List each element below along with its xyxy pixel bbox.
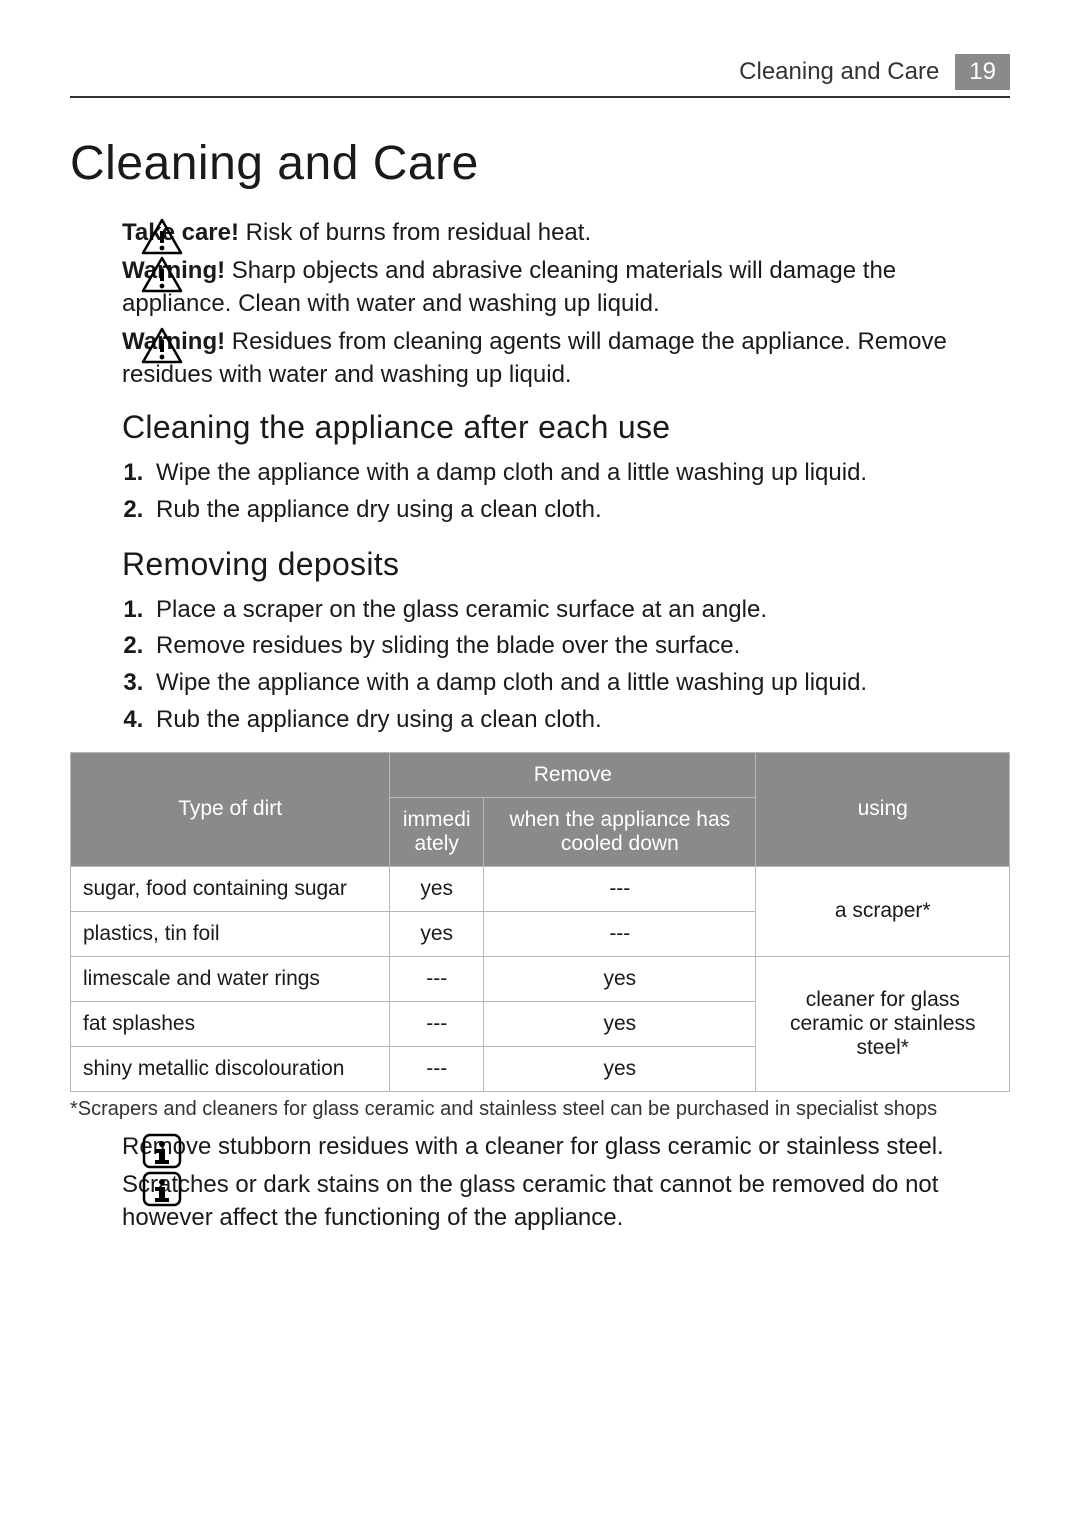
deposits-table: Type of dirt Remove using immediately wh… bbox=[70, 752, 1010, 1092]
td-r1c0: plastics, tin foil bbox=[71, 911, 390, 956]
info-icon bbox=[140, 1169, 184, 1209]
warning-icon bbox=[140, 217, 184, 257]
info-icon bbox=[140, 1131, 184, 1171]
section2-step-3: Rub the appliance dry using a clean clot… bbox=[150, 703, 1010, 738]
warning-icon bbox=[140, 326, 184, 366]
td-r1c2: --- bbox=[484, 911, 756, 956]
section1-heading: Cleaning the appliance after each use bbox=[122, 409, 1010, 446]
td-r3c2: yes bbox=[484, 1001, 756, 1046]
td-r4c1: --- bbox=[390, 1046, 484, 1091]
section2-step-0: Place a scraper on the glass ceramic sur… bbox=[150, 593, 1010, 628]
warning-rest-2: Residues from cleaning agents will damag… bbox=[122, 328, 947, 387]
section2-step-1: Remove residues by sliding the blade ove… bbox=[150, 629, 1010, 664]
warning-text-0: Take care! Risk of burns from residual h… bbox=[122, 217, 1010, 249]
td-r0c1: yes bbox=[390, 866, 484, 911]
info-text-0: Remove stubborn residues with a cleaner … bbox=[122, 1131, 1010, 1163]
warning-row-2: Warning! Residues from cleaning agents w… bbox=[70, 326, 1010, 391]
header-rule bbox=[70, 96, 1010, 98]
warning-rest-1: Sharp objects and abrasive cleaning mate… bbox=[122, 257, 896, 316]
section2-step-2: Wipe the appliance with a damp cloth and… bbox=[150, 666, 1010, 701]
info-row-0: Remove stubborn residues with a cleaner … bbox=[70, 1131, 1010, 1163]
warning-rest-0: Risk of burns from residual heat. bbox=[239, 219, 591, 246]
warning-icon bbox=[140, 255, 184, 295]
td-r2c1: --- bbox=[390, 956, 484, 1001]
th-using: using bbox=[756, 752, 1010, 866]
section1-steps: Wipe the appliance with a damp cloth and… bbox=[122, 456, 1010, 528]
td-r2c2: yes bbox=[484, 956, 756, 1001]
th-cooled: when the appliance has cooled down bbox=[484, 797, 756, 866]
page-header: Cleaning and Care 19 bbox=[70, 54, 1010, 94]
warning-text-1: Warning! Sharp objects and abrasive clea… bbox=[122, 255, 1010, 320]
warning-row-0: Take care! Risk of burns from residual h… bbox=[70, 217, 1010, 249]
page-title: Cleaning and Care bbox=[70, 136, 1010, 191]
th-type: Type of dirt bbox=[71, 752, 390, 866]
page-number: 19 bbox=[955, 54, 1010, 90]
td-r1c1: yes bbox=[390, 911, 484, 956]
warning-text-2: Warning! Residues from cleaning agents w… bbox=[122, 326, 1010, 391]
header-section-title: Cleaning and Care bbox=[739, 58, 939, 86]
td-r0c0: sugar, food containing sugar bbox=[71, 866, 390, 911]
info-text-1: Scratches or dark stains on the glass ce… bbox=[122, 1169, 1010, 1234]
td-r3c0: fat splashes bbox=[71, 1001, 390, 1046]
td-using-0: a scraper* bbox=[756, 866, 1010, 956]
th-immediately: immediately bbox=[390, 797, 484, 866]
section2-steps: Place a scraper on the glass ceramic sur… bbox=[122, 593, 1010, 738]
td-using-1: cleaner for glass ceramic or stainless s… bbox=[756, 956, 1010, 1091]
section2-heading: Removing deposits bbox=[122, 546, 1010, 583]
table-footnote: *Scrapers and cleaners for glass ceramic… bbox=[70, 1098, 1010, 1121]
td-r4c2: yes bbox=[484, 1046, 756, 1091]
info-row-1: Scratches or dark stains on the glass ce… bbox=[70, 1169, 1010, 1234]
section1-step-0: Wipe the appliance with a damp cloth and… bbox=[150, 456, 1010, 491]
td-r3c1: --- bbox=[390, 1001, 484, 1046]
td-r2c0: limescale and water rings bbox=[71, 956, 390, 1001]
td-r0c2: --- bbox=[484, 866, 756, 911]
th-remove: Remove bbox=[390, 752, 756, 797]
section1-step-1: Rub the appliance dry using a clean clot… bbox=[150, 493, 1010, 528]
td-r4c0: shiny metallic discolouration bbox=[71, 1046, 390, 1091]
warning-row-1: Warning! Sharp objects and abrasive clea… bbox=[70, 255, 1010, 320]
